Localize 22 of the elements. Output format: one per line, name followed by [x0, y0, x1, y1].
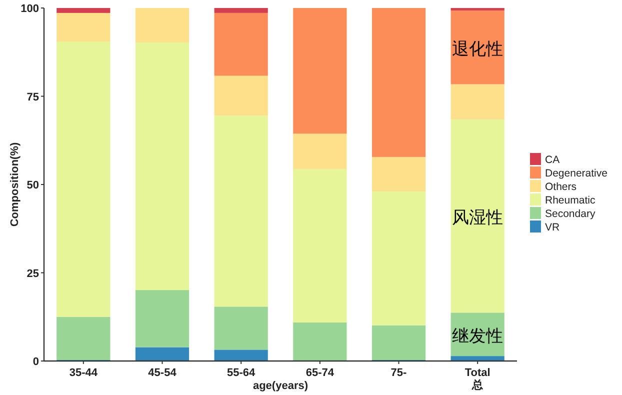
x-tick-label: 35-44 — [69, 367, 98, 379]
legend-label: Secondary — [545, 208, 596, 220]
legend-label: Others — [545, 181, 577, 193]
x-tick-label: 45-54 — [148, 367, 178, 379]
y-tick-label: 75 — [26, 91, 39, 104]
y-axis-title: Composition(%) — [9, 142, 21, 227]
annotation: 风湿性 — [452, 208, 504, 228]
x-tick-label: 75- — [390, 367, 408, 379]
legend-label: Degenerative — [545, 168, 608, 180]
annotation: 退化性 — [452, 39, 504, 58]
legend-label: CA — [545, 154, 560, 166]
legend-label: Rheumatic — [545, 194, 596, 206]
x-tick-label: 55-64 — [227, 367, 256, 379]
y-tick-label: 50 — [26, 180, 39, 192]
y-tick-label: 100 — [20, 3, 39, 15]
x-axis-title: age(years) — [252, 380, 308, 392]
y-tick-label: 0 — [32, 356, 39, 368]
x-tick-label: 65-74 — [306, 367, 335, 379]
y-tick-label: 25 — [26, 268, 39, 280]
annotation: 继发性 — [452, 326, 504, 346]
legend-label: VR — [545, 222, 560, 234]
x-tick-label: Total 总 — [464, 367, 490, 392]
